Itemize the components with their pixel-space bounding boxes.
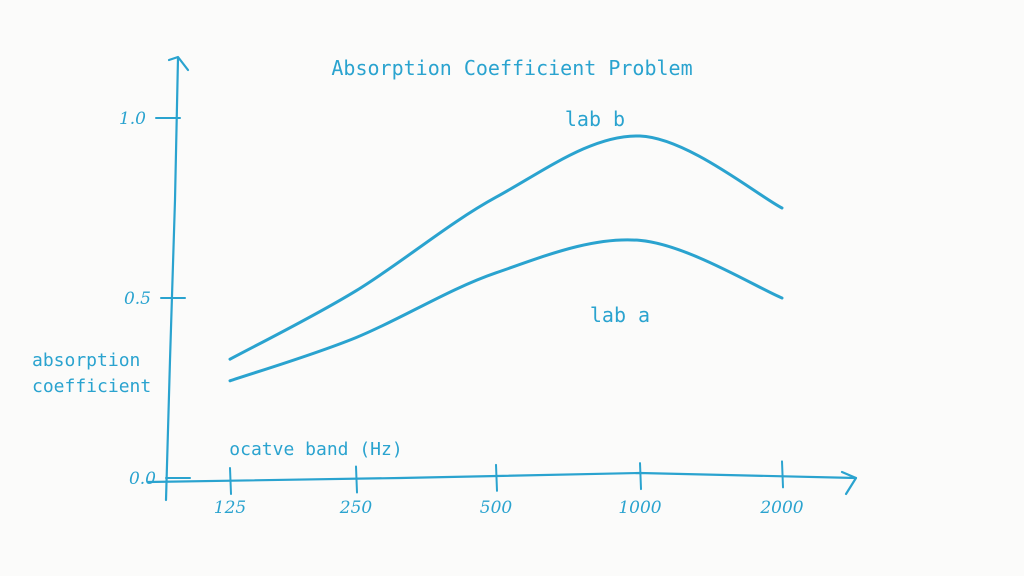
y-axis-line [164,56,180,502]
x-tick-label: 500 [480,498,513,518]
x-axis-arrow [840,470,858,496]
y-ticks: 0.0 0.5 1.0 [119,109,191,489]
y-axis-label-line-1: absorption [32,350,140,371]
series-label-lab-a: lab a [590,303,650,327]
x-tick-mark [355,465,358,494]
series-line-lab-a [228,238,784,383]
series-line-lab-b [228,134,784,361]
x-axis-label: ocatve band (Hz) [229,439,402,460]
series-lines [228,134,784,383]
x-tick-label: 125 [214,498,246,518]
x-tick-label: 1000 [618,498,661,518]
y-axis-label: absorption coefficient [32,350,151,397]
y-tick-label: 0.5 [124,289,151,309]
y-tick-label: 1.0 [119,109,146,129]
x-tick-mark [495,463,498,492]
x-tick-mark [781,460,784,489]
x-tick-label: 2000 [759,498,803,518]
series-label-lab-b: lab b [565,107,625,131]
x-ticks: 125 250 500 1000 2000 [214,460,804,518]
x-tick-label: 250 [339,498,373,518]
y-tick-label: 0.0 [129,469,156,489]
x-axis-line [146,471,858,484]
axes [146,55,858,502]
x-tick-mark [229,467,232,496]
y-axis-label-line-2: coefficient [32,376,151,397]
x-tick-mark [639,462,642,491]
chart-title: Absorption Coefficient Problem [331,56,692,80]
y-axis-arrow [167,55,190,72]
